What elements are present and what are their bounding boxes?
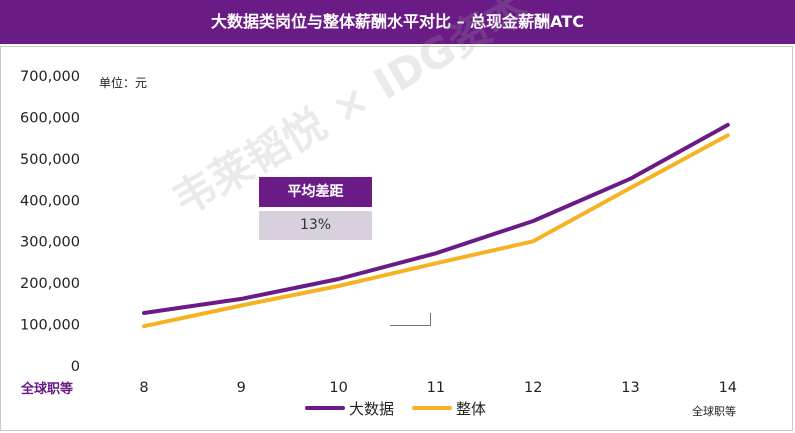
series-lines <box>142 122 730 329</box>
x-axis-caption-left: 全球职等 <box>21 382 74 397</box>
y-tick-label: 500,000 <box>20 152 80 168</box>
y-tick-label: 0 <box>71 359 80 375</box>
average-gap-value: 13% <box>259 211 372 240</box>
chart-legend: 大数据 整体 <box>305 396 504 420</box>
x-axis-caption-right: 全球职等 <box>692 405 736 418</box>
x-tick-label: 12 <box>524 380 542 396</box>
legend-swatch-big-data <box>305 406 345 410</box>
x-tick-label: 14 <box>719 380 737 396</box>
y-tick-label: 600,000 <box>20 110 80 126</box>
legend-item-overall: 整体 <box>412 398 486 419</box>
unit-label: 单位：元 <box>99 76 148 90</box>
chart-header: 大数据类岗位与整体薪酬水平对比 – 总现金薪酬ATC <box>0 0 795 44</box>
chart-frame <box>0 46 793 431</box>
x-tick-label: 10 <box>329 380 347 396</box>
y-tick-label: 400,000 <box>20 193 80 209</box>
legend-label-overall: 整体 <box>456 399 487 418</box>
annotation-bracket <box>390 313 431 326</box>
average-gap-title: 平均差距 <box>259 177 372 207</box>
chart-title: 大数据类岗位与整体薪酬水平对比 – 总现金薪酬ATC <box>211 12 584 31</box>
legend-item-big-data: 大数据 <box>305 398 394 419</box>
legend-label-big-data: 大数据 <box>349 399 395 418</box>
series-line-overall <box>142 133 730 329</box>
x-tick-label: 8 <box>139 380 148 396</box>
legend-swatch-overall <box>412 406 453 410</box>
x-tick-label: 9 <box>237 380 246 396</box>
y-tick-label: 700,000 <box>20 69 80 85</box>
y-tick-label: 300,000 <box>20 235 80 251</box>
y-tick-label: 200,000 <box>20 276 80 292</box>
series-line-big-data <box>142 122 730 315</box>
y-tick-label: 100,000 <box>20 318 80 334</box>
x-tick-label: 11 <box>427 380 445 396</box>
x-axis-ticks: 8 9 10 11 12 13 14 <box>139 380 737 396</box>
y-axis-ticks: 0 100,000 200,000 300,000 400,000 500,000 600,… <box>20 69 80 375</box>
x-tick-label: 13 <box>621 380 639 396</box>
